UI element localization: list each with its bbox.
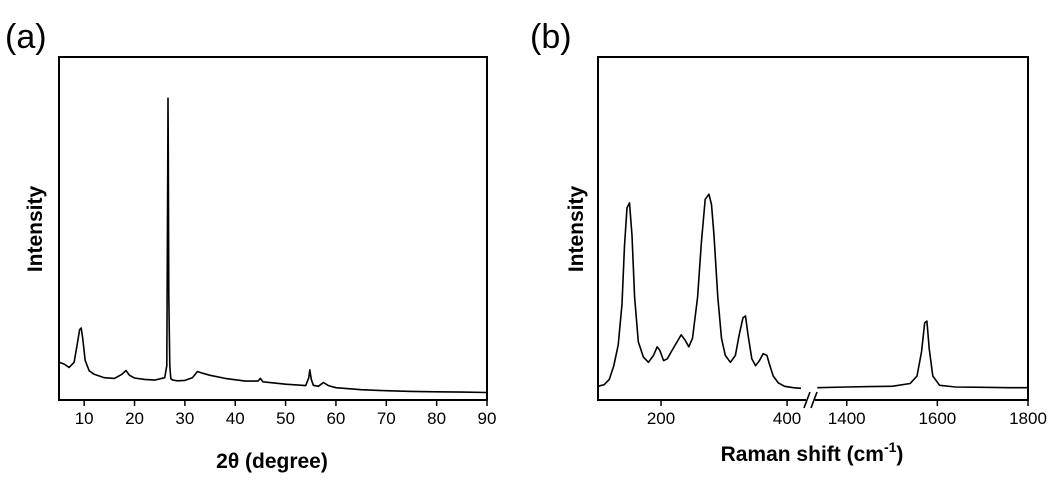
x-tick-label: 40 — [226, 409, 245, 428]
panel-b-x-axis-title-superscript: -1 — [884, 439, 897, 455]
x-tick-label: 50 — [276, 409, 295, 428]
axis-break-slash-right — [810, 391, 818, 409]
panel-a-x-ticks: 10 20 30 40 50 60 70 80 90 — [75, 400, 497, 428]
x-tick-label: 200 — [647, 409, 675, 428]
panel-b-x-axis-title-main: Raman shift (cm — [721, 443, 884, 466]
panel-a-xrd-series-line — [58, 97, 488, 394]
panel-b-x-axis-title-end: ) — [896, 443, 903, 466]
panel-b-plot-frame — [597, 56, 1029, 401]
axis-break-slash-left — [803, 391, 811, 409]
panel-a-plot-frame — [58, 56, 488, 401]
x-tick-label: 30 — [175, 409, 194, 428]
x-tick-label: 1400 — [828, 409, 866, 428]
panel-b-y-axis-title: Intensity — [565, 186, 588, 273]
x-tick-label: 80 — [427, 409, 446, 428]
panel-a-y-axis-title: Intensity — [24, 186, 47, 273]
panel-b-label: (b) — [530, 18, 572, 56]
x-tick-label: 20 — [125, 409, 144, 428]
x-tick-label: 1800 — [1009, 409, 1047, 428]
axis-break-gap — [806, 398, 815, 403]
x-tick-label: 10 — [75, 409, 94, 428]
x-tick-label: 90 — [478, 409, 497, 428]
panel-b-raman-chart: (b) 200 400 1400 1600 1800 Raman shift (cm-1… — [530, 18, 1047, 466]
panel-a-x-axis-title: 2θ (degree) — [216, 450, 328, 473]
panel-b-x-ticks: 200 400 1400 1600 1800 — [647, 398, 1047, 428]
panel-b-raman-series-low — [597, 193, 802, 390]
panel-b-x-axis-title: Raman shift (cm-1) — [721, 439, 904, 466]
panel-a-label: (a) — [5, 18, 47, 56]
panel-a-xrd-chart: (a) 10 20 30 40 50 60 70 80 90 2θ (degree) Inten… — [5, 18, 496, 473]
axis-break-mark — [803, 391, 818, 409]
x-tick-label: 60 — [326, 409, 345, 428]
x-tick-label: 70 — [377, 409, 396, 428]
panel-b-raman-series-high — [817, 320, 1028, 389]
x-tick-label: 400 — [773, 409, 801, 428]
x-tick-label: 1600 — [918, 409, 956, 428]
